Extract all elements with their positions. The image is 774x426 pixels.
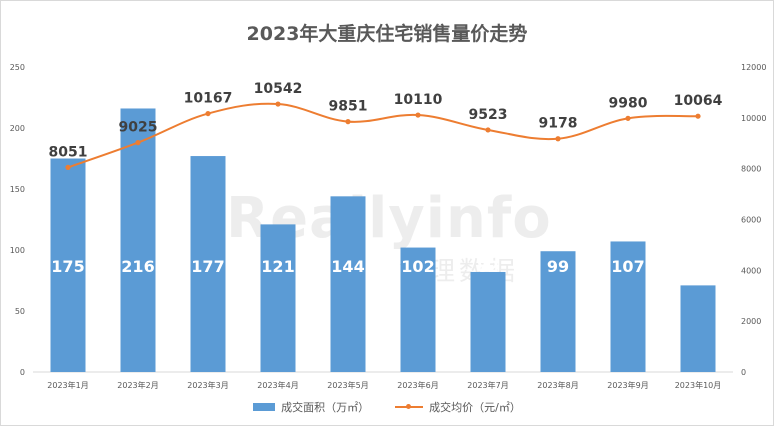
bar — [330, 196, 366, 372]
price-point — [415, 112, 421, 118]
price-data-label: 8051 — [49, 144, 88, 160]
y-right-tick-label: 12000 — [741, 63, 766, 72]
legend-label-price: 成交均价（元/㎡） — [429, 401, 521, 414]
x-tick-label: 2023年2月 — [117, 380, 158, 390]
price-data-label: 10110 — [394, 92, 443, 108]
y-right-tick-label: 10000 — [741, 114, 766, 123]
price-data-label: 9025 — [119, 120, 158, 136]
bar — [470, 271, 506, 372]
legend: 成交面积（万㎡） 成交均价（元/㎡） — [1, 399, 773, 415]
bar — [120, 108, 156, 372]
legend-item-area: 成交面积（万㎡） — [253, 399, 369, 415]
y-left-tick-label: 50 — [15, 307, 25, 316]
legend-swatch-bar-icon — [253, 403, 276, 411]
price-data-label: 9523 — [469, 107, 508, 123]
price-point — [555, 136, 561, 142]
legend-label-area: 成交面积（万㎡） — [281, 401, 370, 414]
price-point — [695, 113, 701, 119]
bar-data-label: 177 — [191, 257, 224, 276]
y-right-tick-label: 2000 — [741, 317, 761, 326]
x-tick-label: 2023年7月 — [467, 380, 508, 390]
price-data-label: 9178 — [539, 116, 578, 132]
y-left-tick-label: 250 — [10, 63, 25, 72]
bar — [680, 285, 716, 372]
bar-data-label: 121 — [261, 257, 294, 276]
legend-item-price: 成交均价（元/㎡） — [395, 399, 521, 415]
x-tick-label: 2023年1月 — [47, 380, 88, 390]
x-tick-label: 2023年4月 — [257, 380, 298, 390]
x-tick-label: 2023年6月 — [397, 380, 438, 390]
bar — [610, 241, 646, 372]
bar-data-label: 102 — [401, 257, 434, 276]
bar-data-label: 71 — [687, 257, 709, 276]
price-data-label: 9851 — [329, 99, 368, 115]
bar — [260, 224, 296, 372]
price-point — [345, 119, 351, 125]
price-data-label: 9980 — [609, 95, 648, 111]
bar-data-label: 82 — [477, 257, 499, 276]
bar-data-label: 107 — [611, 257, 644, 276]
y-right-tick-label: 4000 — [741, 266, 761, 275]
price-point — [275, 101, 281, 107]
price-data-label: 10542 — [254, 81, 303, 97]
chart-plot: 0 50 100 150 200 250 0 2000 4000 6000 8000 10000 120… — [10, 63, 767, 390]
y-left-tick-label: 100 — [10, 246, 25, 255]
bar — [190, 156, 226, 372]
chart-title: 2023年大重庆住宅销售量价走势 — [246, 23, 528, 45]
bar-data-label: 99 — [547, 257, 569, 276]
price-point — [205, 110, 211, 117]
y-right-tick-label: 6000 — [741, 216, 761, 225]
price-line — [67, 102, 699, 169]
y-right-tick-label: 0 — [741, 368, 746, 377]
price-point — [65, 164, 71, 170]
x-tick-label: 2023年5月 — [327, 380, 368, 390]
x-tick-label: 2023年10月 — [675, 380, 722, 390]
bar-data-label: 216 — [121, 257, 154, 276]
legend-swatch-line-icon — [395, 403, 424, 411]
x-tick-label: 2023年8月 — [537, 380, 578, 390]
price-data-label: 10064 — [674, 93, 723, 109]
y-left-tick-label: 200 — [10, 124, 25, 133]
price-point — [625, 115, 631, 121]
bar — [50, 158, 86, 372]
bar-data-label: 175 — [51, 257, 84, 276]
y-left-tick-label: 0 — [20, 368, 25, 377]
x-tick-label: 2023年9月 — [607, 380, 648, 390]
y-left-tick-label: 150 — [10, 185, 25, 194]
price-point — [135, 140, 141, 146]
price-data-label: 10167 — [184, 91, 233, 107]
bar-data-label: 144 — [331, 257, 364, 276]
bar — [400, 247, 436, 372]
x-tick-label: 2023年3月 — [187, 380, 228, 390]
price-point — [485, 127, 491, 133]
y-right-tick-label: 8000 — [741, 165, 761, 174]
bar — [540, 251, 576, 372]
